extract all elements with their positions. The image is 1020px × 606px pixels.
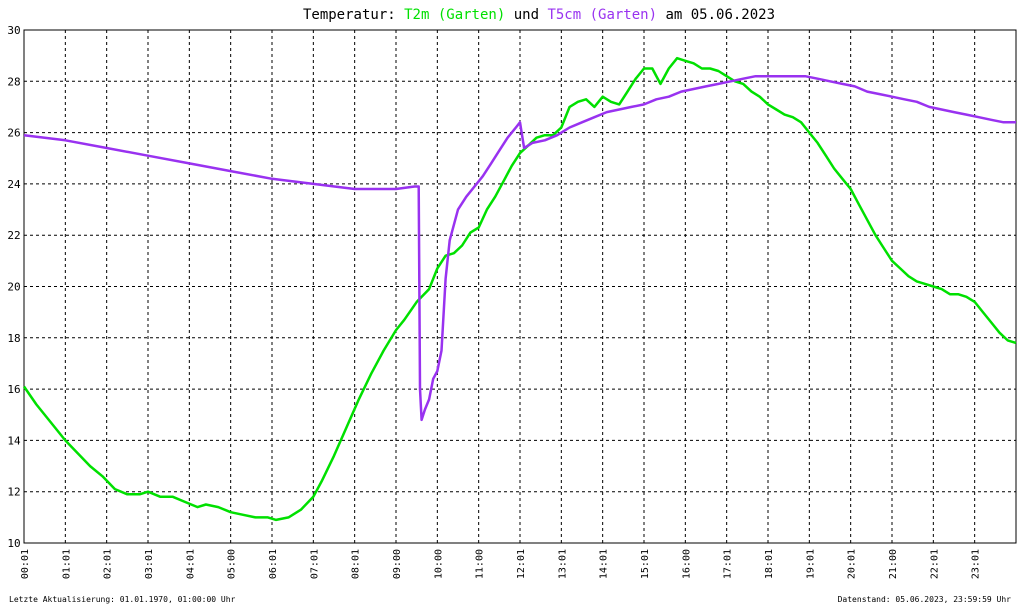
- x-axis-ticks: 00:01 01:01 02:01 03:01 04:01 05:00 06:01 07:01…: [20, 549, 982, 579]
- x-tick-label: 09:00: [392, 549, 403, 579]
- x-tick-label: 06:01: [268, 549, 279, 579]
- y-tick-label: 16: [7, 383, 20, 396]
- x-tick-label: 08:01: [351, 549, 362, 579]
- y-tick-label: 14: [7, 434, 21, 447]
- footer-data-state: Datenstand: 05.06.2023, 23:59:59 Uhr: [838, 595, 1012, 604]
- y-tick-label: 28: [7, 75, 20, 88]
- y-axis-ticks: 10 12 14 16 18 20 22 24 26 28 30: [7, 24, 21, 550]
- x-tick-label: 17:01: [723, 549, 734, 579]
- y-tick-label: 26: [7, 127, 20, 140]
- x-tick-label: 19:01: [805, 549, 816, 579]
- x-tick-label: 01:01: [61, 549, 72, 579]
- footer-last-update: Letzte Aktualisierung: 01.01.1970, 01:00…: [9, 595, 236, 604]
- series-line-t2m: [22, 56, 1017, 522]
- series-lines: [22, 56, 1017, 522]
- x-tick-label: 14:01: [599, 549, 610, 579]
- title-part: T5cm (Garten): [547, 7, 657, 23]
- y-tick-label: 22: [7, 229, 20, 242]
- x-tick-label: 02:01: [103, 549, 114, 579]
- title-part: T2m (Garten): [404, 7, 505, 23]
- plot-frame: [23, 29, 1017, 544]
- x-tick-label: 22:01: [929, 549, 940, 579]
- title-part: am 05.06.2023: [657, 7, 775, 23]
- y-tick-label: 30: [7, 24, 20, 37]
- x-tick-label: 03:01: [144, 549, 155, 579]
- y-tick-label: 20: [7, 281, 20, 294]
- grid: [24, 30, 1016, 543]
- y-tick-label: 12: [7, 486, 20, 499]
- y-tick-label: 18: [7, 332, 20, 345]
- x-tick-label: 20:01: [847, 549, 858, 579]
- x-tick-label: 07:01: [309, 549, 320, 579]
- x-tick-label: 21:00: [888, 549, 899, 579]
- x-tick-label: 12:01: [516, 549, 527, 579]
- x-tick-label: 16:00: [681, 549, 692, 579]
- title-part: und: [505, 7, 547, 23]
- x-tick-label: 15:01: [640, 549, 651, 579]
- title-part: Temperatur:: [303, 7, 404, 23]
- x-tick-label: 10:00: [433, 549, 444, 579]
- x-tick-label: 11:00: [475, 549, 486, 579]
- x-tick-label: 13:01: [557, 549, 568, 579]
- series-line-t5cm: [23, 74, 1016, 422]
- x-tick-label: 18:01: [764, 549, 775, 579]
- x-tick-label: 04:01: [185, 549, 196, 579]
- x-tick-label: 23:01: [971, 549, 982, 579]
- x-tick-label: 05:00: [227, 549, 238, 579]
- y-tick-label: 10: [7, 537, 20, 550]
- x-tick-label: 00:01: [20, 549, 31, 579]
- y-tick-label: 24: [7, 178, 21, 191]
- chart-title: Temperatur: T2m (Garten) und T5cm (Garte…: [303, 7, 775, 23]
